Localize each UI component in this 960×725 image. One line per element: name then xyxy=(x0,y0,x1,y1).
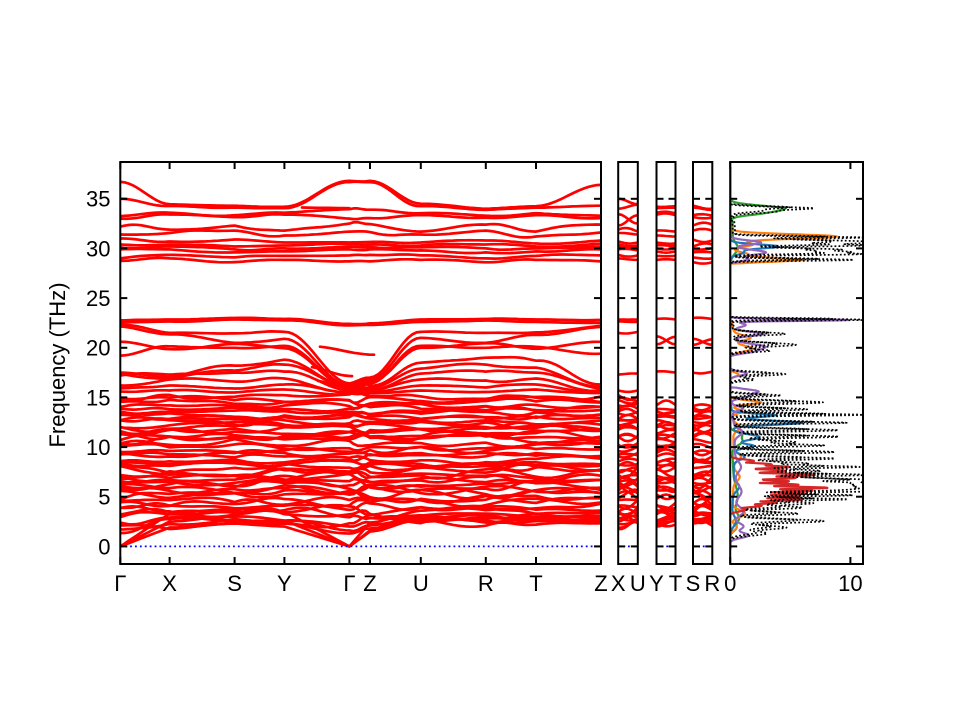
svg-text:Y: Y xyxy=(649,571,664,596)
svg-text:10: 10 xyxy=(838,571,862,596)
svg-text:R: R xyxy=(478,571,494,596)
svg-text:U: U xyxy=(413,571,429,596)
svg-text:X: X xyxy=(162,571,177,596)
svg-text:X: X xyxy=(611,571,626,596)
svg-text:Γ: Γ xyxy=(343,571,355,596)
svg-text:S: S xyxy=(686,571,701,596)
svg-text:5: 5 xyxy=(98,485,110,510)
svg-text:S: S xyxy=(227,571,242,596)
svg-text:R: R xyxy=(704,571,720,596)
svg-text:0: 0 xyxy=(98,534,110,559)
svg-text:30: 30 xyxy=(86,236,110,261)
svg-text:25: 25 xyxy=(86,286,110,311)
svg-text:U: U xyxy=(630,571,646,596)
svg-text:T: T xyxy=(529,571,542,596)
svg-text:35: 35 xyxy=(86,187,110,212)
svg-text:Frequency (THz): Frequency (THz) xyxy=(45,282,70,447)
svg-text:15: 15 xyxy=(86,385,110,410)
svg-text:Z: Z xyxy=(363,571,376,596)
svg-text:Z: Z xyxy=(594,571,607,596)
svg-text:20: 20 xyxy=(86,336,110,361)
svg-text:Γ: Γ xyxy=(114,571,126,596)
svg-text:10: 10 xyxy=(86,435,110,460)
svg-text:T: T xyxy=(669,571,682,596)
svg-text:0: 0 xyxy=(724,571,736,596)
svg-text:Y: Y xyxy=(277,571,292,596)
